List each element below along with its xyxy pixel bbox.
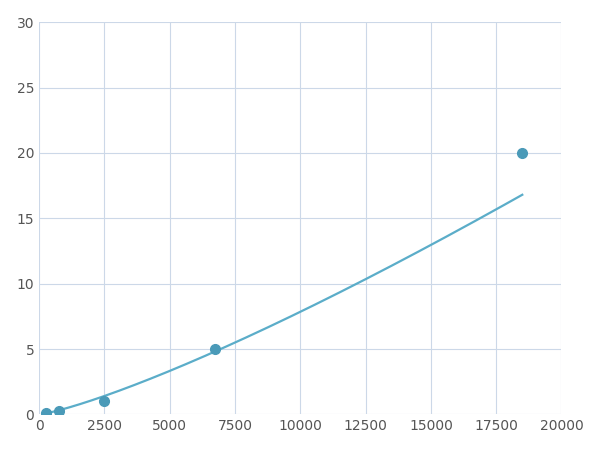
Point <box>54 407 64 414</box>
Point <box>41 410 50 417</box>
Point <box>211 346 220 353</box>
Point <box>100 398 109 405</box>
Point <box>517 149 527 157</box>
